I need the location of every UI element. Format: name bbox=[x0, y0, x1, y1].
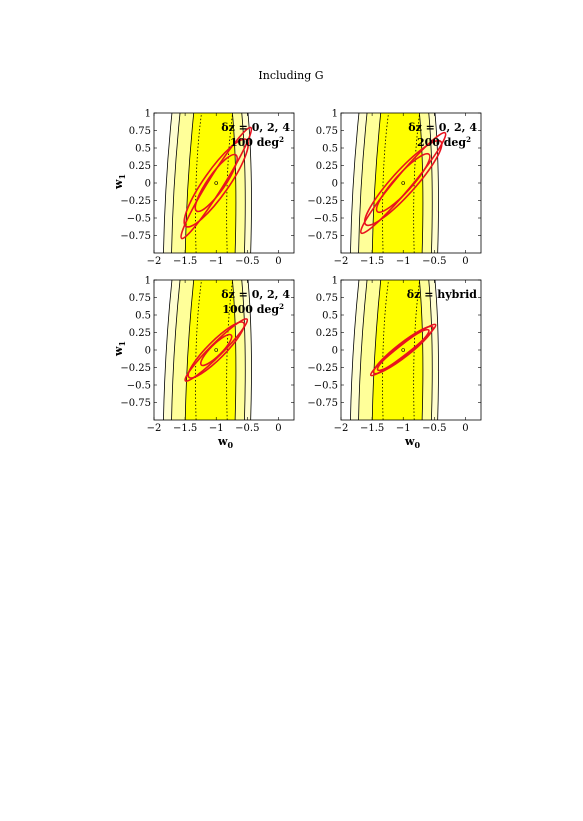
error-ellipse bbox=[376, 328, 430, 372]
y-tick-label: −0.75 bbox=[307, 231, 338, 242]
x-tick-label: −1 bbox=[209, 423, 224, 434]
y-tick-label: 0.75 bbox=[129, 126, 151, 137]
panel-bottom-right: −2 −1.5 −1 −0.5 0 1 0.75 0.5 0.25 0 −0.25 −0.5 −0.75… bbox=[307, 276, 482, 450]
y-tick-label: 0.5 bbox=[135, 144, 151, 155]
x-tick-label: −1 bbox=[396, 256, 411, 267]
y-tick-label: −0.75 bbox=[307, 398, 338, 409]
error-ellipse bbox=[183, 138, 250, 228]
error-ellipse bbox=[199, 333, 233, 367]
panel-annotation-line2: 1000 deg2 bbox=[222, 302, 284, 316]
x-tick-label: −2 bbox=[334, 423, 349, 434]
plot-area bbox=[163, 113, 253, 253]
y-tick-label: 0.25 bbox=[316, 161, 338, 172]
error-ellipse bbox=[180, 126, 253, 240]
x-axis-label: w0 bbox=[404, 435, 420, 450]
y-tick-label: 0 bbox=[145, 346, 151, 357]
y-tick-label: −0.5 bbox=[127, 214, 151, 225]
x-tick-label: −2 bbox=[147, 256, 162, 267]
y-tick-label: 0.5 bbox=[322, 311, 338, 322]
error-ellipse bbox=[363, 139, 443, 227]
y-tick-label: 1 bbox=[145, 276, 151, 287]
x-tick-label: −1 bbox=[209, 256, 224, 267]
y-tick-label: −0.75 bbox=[120, 231, 151, 242]
y-axis-label: w1 bbox=[112, 341, 127, 357]
x-tick-label: −1 bbox=[396, 423, 411, 434]
y-tick-label: −0.5 bbox=[314, 381, 338, 392]
error-ellipse bbox=[375, 152, 431, 214]
x-tick-label: −1.5 bbox=[360, 256, 384, 267]
x-tick-label: −1.5 bbox=[173, 423, 197, 434]
fiducial-point bbox=[401, 181, 406, 185]
x-tick-label: −2 bbox=[334, 256, 349, 267]
panel-bottom-left: −2 −1.5 −1 −0.5 0 1 0.75 0.5 0.25 0 −0.25 −0.5 −0.75… bbox=[112, 276, 295, 450]
y-tick-label: −0.25 bbox=[120, 363, 151, 374]
y-tick-label: −0.75 bbox=[120, 398, 151, 409]
panel-annotation-line1: δz = hybrid bbox=[407, 288, 478, 301]
error-ellipse bbox=[372, 325, 434, 375]
y-tick-label: −0.25 bbox=[307, 196, 338, 207]
x-tick-label: 0 bbox=[462, 256, 468, 267]
y-tick-label: −0.25 bbox=[307, 363, 338, 374]
y-tick-label: −0.5 bbox=[314, 214, 338, 225]
y-tick-label: 0.5 bbox=[322, 144, 338, 155]
y-tick-label: 0.75 bbox=[316, 293, 338, 304]
y-tick-label: 0.5 bbox=[135, 311, 151, 322]
fiducial-point bbox=[214, 181, 219, 185]
x-tick-label: −0.5 bbox=[422, 423, 446, 434]
x-tick-label: −0.5 bbox=[235, 256, 259, 267]
y-tick-label: −0.25 bbox=[120, 196, 151, 207]
x-tick-label: −2 bbox=[147, 423, 162, 434]
x-tick-label: −0.5 bbox=[422, 256, 446, 267]
error-ellipse bbox=[187, 321, 245, 379]
y-axis-label: w1 bbox=[112, 174, 127, 190]
panel-top-right: −2 −1.5 −1 −0.5 0 1 0.75 0.5 0.25 0 −0.25 −0.5 −0.75… bbox=[307, 109, 482, 267]
y-tick-label: 1 bbox=[145, 109, 151, 120]
y-tick-label: −0.5 bbox=[127, 381, 151, 392]
x-tick-label: −1.5 bbox=[360, 423, 384, 434]
y-tick-label: 0.25 bbox=[316, 328, 338, 339]
x-tick-label: −0.5 bbox=[235, 423, 259, 434]
panel-annotation-line1: δz = 0, 2, 4 bbox=[408, 121, 477, 134]
y-tick-label: 1 bbox=[332, 109, 338, 120]
y-tick-label: 0 bbox=[145, 179, 151, 190]
x-tick-label: 0 bbox=[462, 423, 468, 434]
y-tick-label: 1 bbox=[332, 276, 338, 287]
fiducial-point bbox=[214, 348, 219, 352]
y-tick-label: 0.25 bbox=[129, 161, 151, 172]
panel-top-left: −2 −1.5 −1 −0.5 0 1 0.75 0.5 0.25 0 −0.25 −0.5 −0.75… bbox=[112, 109, 295, 267]
y-tick-label: 0 bbox=[332, 346, 338, 357]
figure-title: Including G bbox=[258, 69, 323, 82]
panel-annotation-line1: δz = 0, 2, 4 bbox=[221, 288, 290, 301]
x-tick-label: 0 bbox=[275, 423, 281, 434]
x-axis-label: w0 bbox=[217, 435, 233, 450]
y-tick-label: 0.75 bbox=[316, 126, 338, 137]
panel-annotation-line2: 100 deg2 bbox=[230, 135, 284, 149]
error-ellipse bbox=[194, 153, 238, 213]
y-tick-label: 0.75 bbox=[129, 293, 151, 304]
panel-annotation-line1: δz = 0, 2, 4 bbox=[221, 121, 290, 134]
plot-area bbox=[163, 280, 252, 420]
fiducial-point bbox=[401, 348, 406, 352]
x-tick-label: 0 bbox=[275, 256, 281, 267]
x-tick-label: −1.5 bbox=[173, 256, 197, 267]
y-tick-label: 0.25 bbox=[129, 328, 151, 339]
panel-annotation-line2: 200 deg2 bbox=[417, 135, 471, 149]
y-tick-label: 0 bbox=[332, 179, 338, 190]
plot-area bbox=[350, 280, 439, 420]
plot-area bbox=[350, 113, 447, 253]
